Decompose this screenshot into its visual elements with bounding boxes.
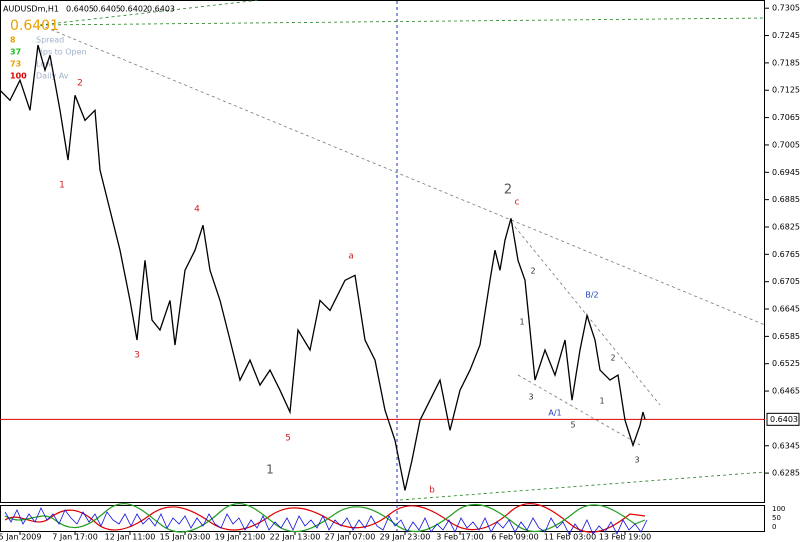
ohlc-value: 0.6405	[93, 5, 121, 14]
info-label: Low	[36, 60, 52, 69]
wave-label: 2	[530, 267, 535, 276]
ohlc-header: 0.6405 0.6405 0.6402 0.6403	[66, 5, 175, 14]
x-tick-label: 6 Feb 09:00	[491, 533, 538, 542]
wave-label: 4	[194, 205, 200, 215]
x-tick-label: 22 Jan 13:00	[270, 533, 321, 542]
info-panel: 8 Spread 37 Pips to Open 73 Low 100 Daily Av	[10, 36, 87, 81]
y-tick-label: 0.6885	[772, 195, 800, 204]
y-tick-label: 0.6825	[772, 222, 800, 231]
x-tick-label: 5 Jan 2009	[0, 533, 41, 542]
price-line	[0, 44, 646, 491]
x-tick-label: 7 Jan 17:00	[52, 533, 98, 542]
wave-label: 1	[266, 463, 274, 477]
wave-label: 1	[519, 318, 524, 327]
info-value: 100	[10, 72, 27, 81]
x-tick-label: 27 Jan 07:00	[325, 533, 376, 542]
x-tick-label: 19 Jan 21:00	[215, 533, 266, 542]
info-label: Spread	[36, 36, 64, 45]
indicator-level: 100	[772, 505, 785, 513]
x-tick-label: 29 Jan 23:00	[380, 533, 431, 542]
indicator-level: 0	[772, 523, 776, 531]
info-value: 37	[10, 48, 21, 57]
y-tick-label: 0.7065	[772, 113, 800, 122]
info-price: 0.6401	[10, 18, 59, 34]
x-tick-label: 12 Jan 11:00	[105, 533, 156, 542]
y-tick-label: 0.7005	[772, 140, 800, 149]
y-tick-label: 0.6345	[772, 441, 800, 450]
wave-label: B/2	[585, 291, 598, 300]
y-tick-label: 0.6945	[772, 168, 800, 177]
wave-label: 2	[610, 354, 615, 363]
wave-label: 5	[285, 434, 291, 444]
oscillator	[4, 502, 648, 535]
current-price-label: 0.6403	[770, 415, 798, 424]
y-tick-label: 0.7245	[772, 31, 800, 40]
y-tick-label: 0.7125	[772, 86, 800, 95]
trendline	[39, 24, 766, 326]
y-tick-label: 0.6465	[772, 387, 800, 396]
oscillator-line	[4, 507, 648, 535]
y-tick-label: 0.7305	[772, 4, 800, 13]
wave-label: 5	[570, 421, 575, 430]
info-value: 8	[10, 36, 16, 45]
y-tick-label: 0.6645	[772, 305, 800, 314]
ohlc-value: 0.6405	[66, 5, 94, 14]
wave-label: a	[348, 252, 354, 262]
wave-label: 1	[599, 397, 604, 406]
info-label: Pips to Open	[36, 48, 87, 57]
trendline	[399, 471, 766, 501]
trendline	[39, 0, 261, 26]
trendline	[39, 17, 766, 26]
x-tick-label: 3 Feb 17:00	[436, 533, 483, 542]
info-label: Daily Av	[36, 72, 69, 81]
y-tick-label: 0.6705	[772, 277, 800, 286]
x-tick-label: 15 Jan 03:00	[160, 533, 211, 542]
indicator-pane	[0, 505, 765, 532]
y-tick-label: 0.6585	[772, 332, 800, 341]
y-tick-label: 0.7185	[772, 58, 800, 67]
wave-label: 1	[59, 181, 65, 191]
wave-label: c	[515, 198, 520, 208]
wave-label: 2	[77, 79, 83, 89]
ohlc-value: 0.6402	[120, 5, 148, 14]
x-tick-label: 13 Feb 19:00	[599, 533, 651, 542]
wave-label: b	[429, 486, 435, 496]
wave-label: 3	[528, 393, 533, 402]
y-tick-label: 0.6285	[772, 469, 800, 478]
main-pane	[0, 0, 765, 503]
ohlc-value: 0.6403	[147, 5, 175, 14]
chart-symbol: AUDUSDm,H1	[3, 5, 59, 14]
oscillator-line	[4, 502, 646, 533]
wave-label: 2	[504, 183, 512, 198]
y-tick-label: 0.6525	[772, 359, 800, 368]
info-value: 73	[10, 60, 21, 69]
wave-label: 3	[634, 456, 639, 465]
trendlines	[39, 0, 766, 501]
wave-label: A/1	[548, 409, 561, 418]
indicator-level: 50	[772, 514, 781, 522]
x-tick-label: 11 Feb 03:00	[544, 533, 596, 542]
current-price-box	[766, 412, 800, 426]
y-tick-label: 0.6765	[772, 250, 800, 259]
wave-label: 3	[134, 351, 140, 361]
